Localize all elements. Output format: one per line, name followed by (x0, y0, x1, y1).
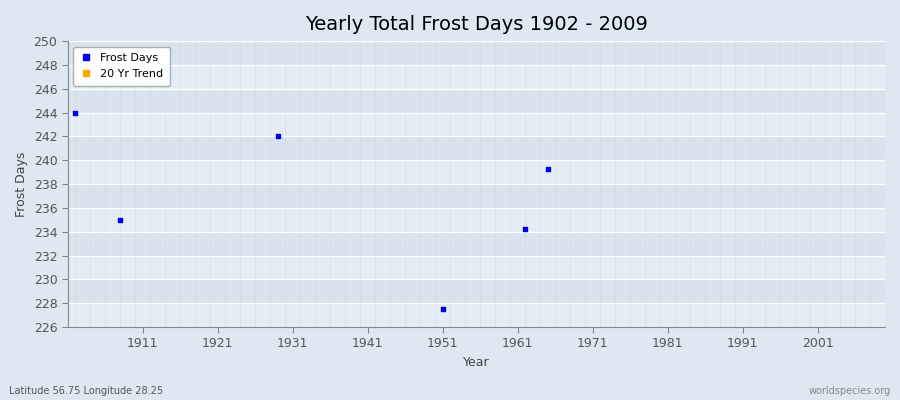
Point (271, 133, 285, 140)
Bar (68, 89, 885, 112)
Bar (68, 208, 885, 232)
Bar (68, 112, 885, 136)
Bar (68, 41, 885, 65)
Bar (68, 279, 885, 303)
Y-axis label: Frost Days: Frost Days (15, 151, 28, 217)
Bar (68, 232, 885, 256)
Text: Latitude 56.75 Longitude 28.25: Latitude 56.75 Longitude 28.25 (9, 386, 163, 396)
Bar (68, 65, 885, 89)
Bar (68, 256, 885, 279)
Title: Yearly Total Frost Days 1902 - 2009: Yearly Total Frost Days 1902 - 2009 (305, 15, 648, 34)
Point (68, 109, 83, 116)
Legend: Frost Days, 20 Yr Trend: Frost Days, 20 Yr Trend (74, 47, 170, 86)
Point (113, 217, 128, 223)
Point (436, 306, 450, 312)
Bar (68, 184, 885, 208)
Bar (68, 160, 885, 184)
Point (540, 165, 554, 172)
Bar (68, 303, 885, 327)
Text: worldspecies.org: worldspecies.org (809, 386, 891, 396)
X-axis label: Year: Year (464, 356, 490, 369)
Point (518, 226, 533, 232)
Bar (68, 136, 885, 160)
